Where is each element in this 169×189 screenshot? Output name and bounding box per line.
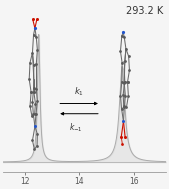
Text: $k_{-1}$: $k_{-1}$: [69, 121, 83, 134]
Text: 293.2 K: 293.2 K: [126, 6, 163, 16]
Text: $k_1$: $k_1$: [74, 86, 84, 98]
